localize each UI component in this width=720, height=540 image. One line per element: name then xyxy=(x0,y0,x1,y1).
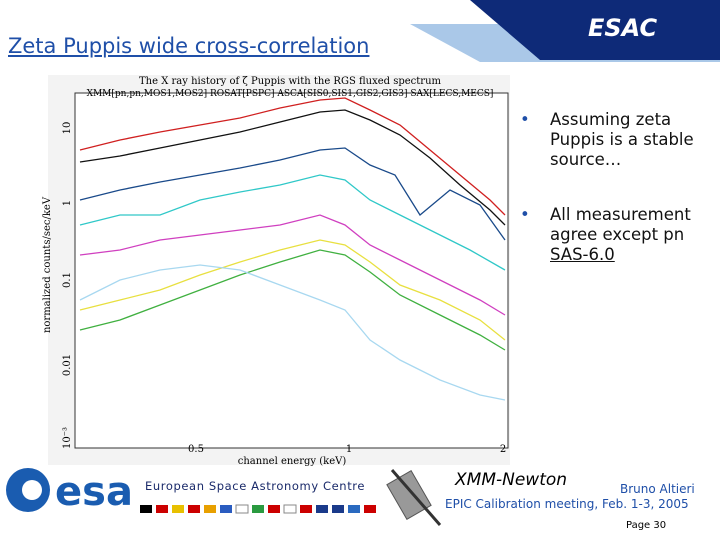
x-label: channel energy (keV) xyxy=(238,456,347,467)
spectra xyxy=(79,97,506,401)
bullet-text: Assuming zeta Puppis is a stable source… xyxy=(550,110,694,169)
y-label: normalized counts/sec/keV xyxy=(42,196,53,333)
x-tick-label: 0.5 xyxy=(188,444,204,455)
bullet: All measurement agree except pn SAS-6.0 xyxy=(520,205,715,265)
bullet-link: SAS-6.0 xyxy=(550,245,615,264)
slide-title: Zeta Puppis wide cross-correlation xyxy=(8,34,370,58)
spectrum-curve xyxy=(79,214,506,316)
satellite-icon xyxy=(386,469,442,526)
org-name: European Space Astronomy Centre xyxy=(145,479,366,493)
esa-logo-text: esa xyxy=(55,469,133,515)
author: Bruno Altieri xyxy=(620,482,695,496)
plot-frame xyxy=(74,92,509,449)
flags xyxy=(140,504,376,514)
spectrum-curve xyxy=(79,97,506,216)
x-tick-label: 2 xyxy=(500,444,506,455)
y-tick-label: 10⁻³ xyxy=(62,427,73,449)
spectrum-curve xyxy=(79,249,506,351)
banner xyxy=(470,0,720,60)
plot-title: The X ray history of ζ Puppis with the R… xyxy=(139,76,442,87)
meeting: EPIC Calibration meeting, Feb. 1-3, 2005 xyxy=(445,497,689,511)
spectrum-curve xyxy=(79,239,506,341)
spectrum-curve xyxy=(79,264,506,401)
y-tick-label: 10 xyxy=(62,122,73,135)
esa-logo-mark xyxy=(22,480,42,500)
y-tick-label: 0.01 xyxy=(62,354,73,376)
spectrum-curve xyxy=(79,109,506,226)
spectrum-curve xyxy=(79,174,506,271)
bullet: Assuming zeta Puppis is a stable source… xyxy=(520,110,715,170)
page-number: Page 30 xyxy=(626,520,667,531)
y-tick-label: 1 xyxy=(62,200,73,206)
mission-name: XMM-Newton xyxy=(455,470,568,490)
bullet-text: All measurement agree except pn xyxy=(550,205,691,244)
badge: ESAC xyxy=(588,14,658,42)
spectrum-curve xyxy=(79,147,506,241)
y-tick-label: 0.1 xyxy=(62,272,73,288)
x-tick-label: 1 xyxy=(346,444,352,455)
plot-missions: XMM[pn,pn,MOS1,MOS2] ROSAT[PSPC] ASCA[SI… xyxy=(87,89,494,99)
